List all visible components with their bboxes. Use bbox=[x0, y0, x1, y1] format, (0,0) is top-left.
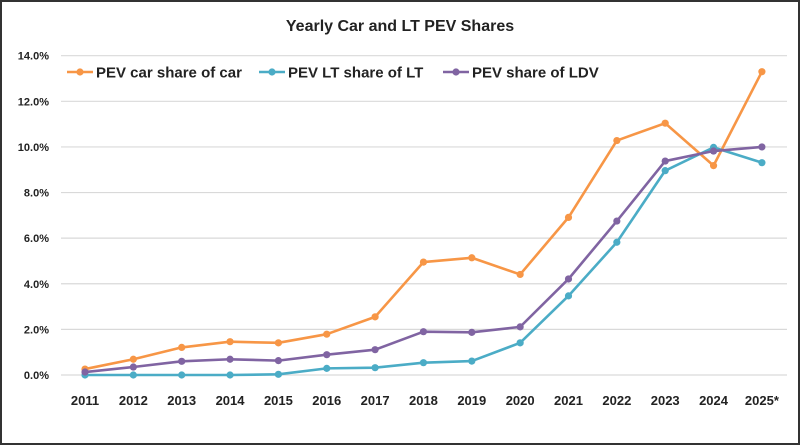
data-point bbox=[564, 275, 573, 283]
data-point bbox=[226, 371, 234, 379]
data-point bbox=[564, 213, 573, 222]
x-tick-label: 2020 bbox=[506, 393, 535, 408]
legend-marker bbox=[452, 68, 460, 76]
y-tick-label: 12.0% bbox=[18, 96, 49, 108]
data-point bbox=[129, 363, 137, 371]
x-tick-label: 2021 bbox=[554, 393, 583, 408]
y-tick-label: 4.0% bbox=[24, 279, 49, 291]
x-tick-label: 2016 bbox=[312, 393, 341, 408]
data-point bbox=[419, 328, 428, 336]
y-tick-label: 2.0% bbox=[24, 324, 49, 336]
y-tick-label: 0.0% bbox=[24, 370, 49, 382]
data-point bbox=[129, 355, 137, 363]
data-point bbox=[323, 330, 331, 338]
series-line-0 bbox=[84, 71, 764, 371]
data-point bbox=[709, 147, 718, 155]
x-tick-label: 2024 bbox=[699, 393, 729, 408]
data-point bbox=[613, 217, 621, 225]
legend-marker bbox=[76, 68, 84, 76]
data-point bbox=[274, 339, 282, 347]
data-point bbox=[178, 357, 186, 365]
data-point bbox=[371, 313, 379, 321]
data-point bbox=[516, 270, 524, 279]
data-point bbox=[178, 371, 186, 379]
x-tick-label: 2017 bbox=[361, 393, 390, 408]
data-point bbox=[468, 328, 476, 336]
data-point bbox=[516, 339, 524, 347]
data-point bbox=[419, 359, 428, 367]
data-point bbox=[226, 338, 234, 346]
y-tick-label: 8.0% bbox=[24, 188, 49, 200]
x-tick-label: 2018 bbox=[409, 393, 438, 408]
data-point bbox=[178, 343, 186, 352]
data-point bbox=[274, 357, 282, 365]
data-point bbox=[274, 370, 282, 378]
x-tick-label: 2023 bbox=[651, 393, 680, 408]
data-point bbox=[129, 371, 137, 379]
legend-label: PEV LT share of LT bbox=[288, 65, 423, 82]
data-point bbox=[468, 357, 476, 365]
legend-marker bbox=[268, 68, 276, 76]
x-tick-label: 2012 bbox=[119, 393, 148, 408]
x-tick-label: 2022 bbox=[602, 393, 631, 408]
data-point bbox=[419, 258, 428, 266]
legend-label: PEV car share of car bbox=[96, 65, 242, 82]
data-point bbox=[323, 351, 331, 359]
chart-title: Yearly Car and LT PEV Shares bbox=[286, 18, 514, 35]
data-point bbox=[709, 162, 718, 170]
data-point bbox=[516, 323, 524, 331]
data-point bbox=[81, 368, 89, 376]
y-tick-label: 14.0% bbox=[18, 51, 49, 63]
data-point bbox=[613, 238, 621, 246]
legend-label: PEV share of LDV bbox=[472, 65, 599, 82]
x-tick-label: 2014 bbox=[216, 393, 246, 408]
x-tick-label: 2011 bbox=[71, 393, 99, 408]
x-tick-label: 2015 bbox=[264, 393, 293, 408]
data-point bbox=[661, 167, 669, 175]
data-point bbox=[613, 136, 621, 145]
y-tick-label: 6.0% bbox=[24, 233, 49, 245]
data-point bbox=[564, 292, 573, 300]
x-tick-label: 2013 bbox=[167, 393, 196, 408]
data-point bbox=[758, 143, 766, 151]
data-point bbox=[661, 157, 669, 165]
data-point bbox=[226, 355, 234, 363]
data-point bbox=[468, 254, 476, 262]
data-point bbox=[371, 346, 379, 354]
data-point bbox=[323, 364, 331, 372]
data-point bbox=[758, 68, 766, 76]
x-tick-label: 2019 bbox=[457, 393, 486, 408]
x-tick-label: 2025* bbox=[745, 393, 780, 408]
data-point bbox=[661, 119, 669, 127]
data-point bbox=[371, 364, 379, 372]
data-point bbox=[758, 159, 766, 167]
y-tick-label: 10.0% bbox=[18, 142, 49, 154]
